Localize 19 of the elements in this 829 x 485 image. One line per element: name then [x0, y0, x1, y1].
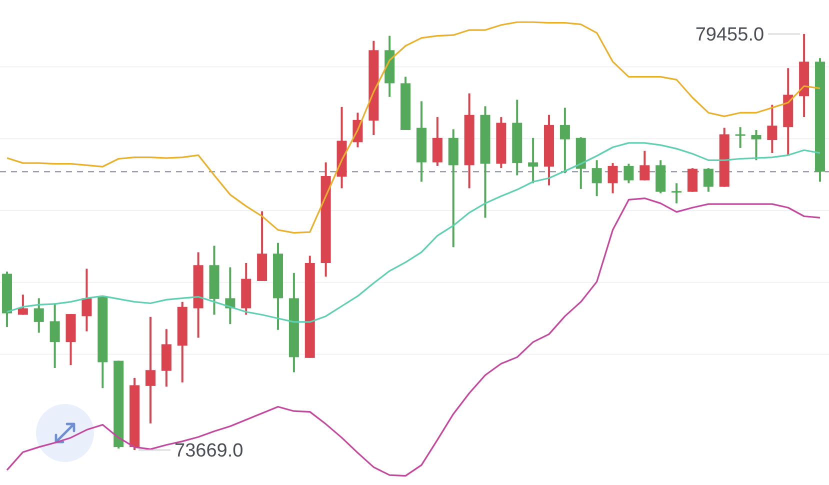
candlestick: [687, 167, 698, 193]
candlestick: [735, 126, 746, 149]
candlestick: [528, 136, 538, 184]
candlestick: [82, 268, 92, 332]
candlestick: [703, 167, 714, 193]
annotation: 73669.0: [174, 440, 244, 462]
candlestick: [640, 150, 650, 182]
candlestick: [592, 159, 602, 198]
candlestick: [624, 162, 634, 184]
candlestick: [145, 316, 156, 424]
candlestick: [751, 128, 762, 162]
candlestick: [767, 104, 778, 154]
candlestick: [672, 182, 682, 204]
annotation: 79455.0: [695, 24, 764, 46]
candlestick: [560, 106, 570, 174]
candlestick: [608, 162, 618, 194]
candlestick: [50, 302, 60, 369]
candlestick: [34, 297, 44, 334]
candlestick: [18, 294, 28, 316]
